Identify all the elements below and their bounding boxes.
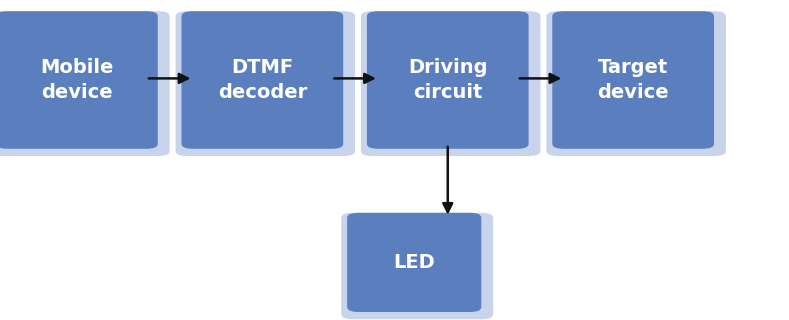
FancyBboxPatch shape (0, 11, 158, 149)
FancyBboxPatch shape (181, 11, 343, 149)
FancyBboxPatch shape (552, 11, 714, 149)
Text: LED: LED (394, 253, 435, 272)
FancyBboxPatch shape (0, 11, 170, 156)
Text: DTMF
decoder: DTMF decoder (218, 58, 307, 102)
Text: Target
device: Target device (597, 58, 669, 102)
Text: Driving
circuit: Driving circuit (408, 58, 488, 102)
FancyBboxPatch shape (341, 213, 493, 319)
Text: Mobile
device: Mobile device (40, 58, 114, 102)
FancyBboxPatch shape (367, 11, 529, 149)
FancyBboxPatch shape (347, 213, 481, 312)
FancyBboxPatch shape (546, 11, 726, 156)
FancyBboxPatch shape (175, 11, 355, 156)
FancyBboxPatch shape (361, 11, 540, 156)
